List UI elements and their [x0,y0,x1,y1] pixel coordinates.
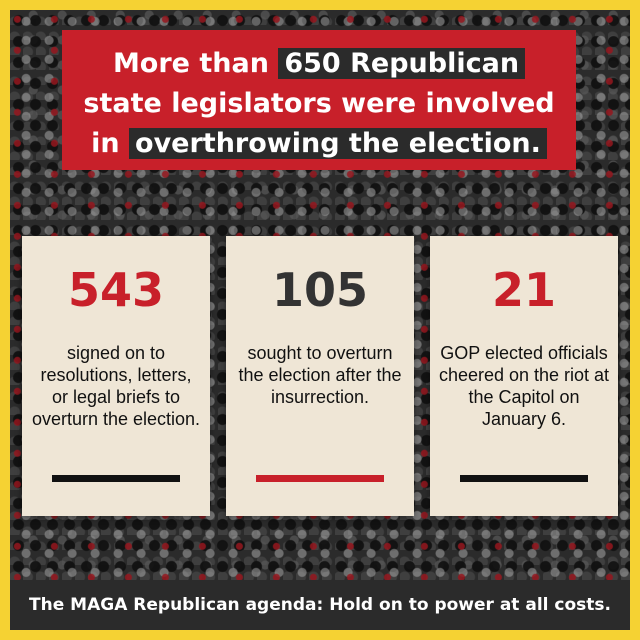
stat-card-3: 21 GOP elected officials cheered on the … [430,236,618,516]
stat-description: GOP elected officials cheered on the rio… [438,343,610,429]
stat-number: 21 [491,263,556,317]
stat-underline-bar [460,475,588,482]
stat-description: sought to overturn the election after th… [238,343,402,407]
headline-highlight-overthrowing: overthrowing the election. [129,128,547,159]
stat-number: 543 [67,263,165,317]
headline-banner: More than 650 Republican state legislato… [62,30,576,170]
stat-underline-bar [52,475,180,482]
footer-banner: The MAGA Republican agenda: Hold on to p… [10,580,630,630]
stat-underline-bar [256,475,384,482]
headline-line2: state legislators were involved [83,88,555,119]
headline-line3-prefix: in [91,128,130,159]
stat-description: signed on to resolutions, letters, or le… [31,343,201,429]
stat-card-2: 105 sought to overturn the election afte… [226,236,414,516]
stat-number: 105 [271,263,369,317]
headline-line1-prefix: More than [112,48,279,79]
headline-highlight-650: 650 Republican [278,48,526,79]
stat-card-1: 543 signed on to resolutions, letters, o… [22,236,210,516]
